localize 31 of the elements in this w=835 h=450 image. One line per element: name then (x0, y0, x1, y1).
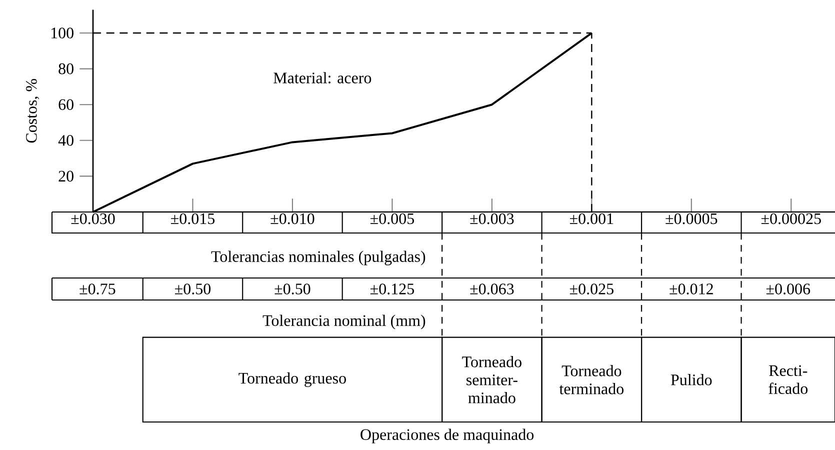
text: Operaciones de maquinado (360, 428, 534, 444)
text: ±0.75 (80, 284, 116, 294)
text: ±0.063 (470, 284, 514, 294)
text: ±0.006 (766, 284, 810, 294)
text: ±0.50 (274, 284, 310, 294)
x-tick-label: ±0.0005 (666, 213, 718, 224)
text: ±0.50 (175, 284, 211, 294)
text: Tolerancia nominal (mm) (262, 314, 426, 330)
y-axis-title: Costos, % (26, 78, 40, 143)
x-tick-label: ±0.00025 (761, 213, 821, 224)
x-tick-label: ±0.015 (171, 213, 215, 224)
y-tick-label: 40 (58, 135, 74, 146)
x-tick-label: ±0.030 (71, 213, 115, 224)
text: Pulido (670, 374, 712, 386)
y-tick-label: 100 (51, 28, 74, 38)
x-tick-label: ±0.001 (570, 213, 614, 224)
x-tick-label: ±0.003 (470, 213, 514, 224)
text: ±0.125 (370, 284, 414, 294)
x-axis-title: Tolerancias nominales (pulgadas) (211, 250, 426, 266)
text: ±0.025 (570, 284, 614, 294)
x-tick-label: ±0.005 (370, 213, 414, 224)
y-tick-label: 80 (58, 63, 74, 74)
y-tick-label: 60 (58, 99, 74, 110)
y-tick-label: 20 (58, 170, 74, 182)
x-tick-label: ±0.010 (270, 213, 314, 224)
text: ±0.012 (670, 284, 713, 294)
text: Torneado terminado (559, 365, 624, 394)
text: Recti-ficado (768, 365, 808, 394)
text: Torneado semiter-minado (462, 356, 522, 404)
annotation: Material: acero (274, 72, 372, 84)
text: Torneado grueso (238, 372, 346, 387)
